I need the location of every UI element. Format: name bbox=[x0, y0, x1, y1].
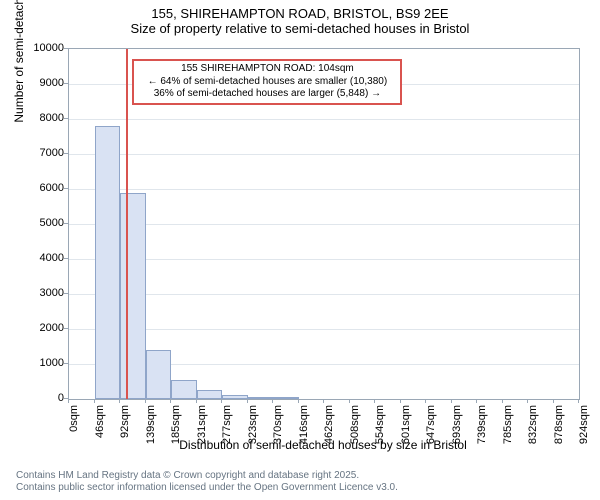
xtick-mark bbox=[170, 399, 171, 403]
gridline bbox=[69, 294, 579, 295]
ytick-label: 6000 bbox=[24, 182, 64, 194]
ytick-label: 8000 bbox=[24, 112, 64, 124]
xtick-mark bbox=[400, 399, 401, 403]
info-line-1: 155 SHIREHAMPTON ROAD: 104sqm bbox=[138, 63, 396, 76]
xtick-mark bbox=[119, 399, 120, 403]
xtick-mark bbox=[425, 399, 426, 403]
xtick-mark bbox=[527, 399, 528, 403]
xtick-mark bbox=[145, 399, 146, 403]
xtick-mark bbox=[476, 399, 477, 403]
ytick-label: 1000 bbox=[24, 357, 64, 369]
bar bbox=[146, 350, 172, 399]
xtick-mark bbox=[349, 399, 350, 403]
gridline bbox=[69, 119, 579, 120]
xtick-mark bbox=[451, 399, 452, 403]
info-line-3: 36% of semi-detached houses are larger (… bbox=[138, 88, 396, 101]
ytick-label: 9000 bbox=[24, 77, 64, 89]
ytick-label: 0 bbox=[24, 392, 64, 404]
bar bbox=[273, 397, 299, 399]
chart-title: 155, SHIREHAMPTON ROAD, BRISTOL, BS9 2EE bbox=[0, 0, 600, 21]
gridline bbox=[69, 154, 579, 155]
xtick-mark bbox=[272, 399, 273, 403]
xtick-mark bbox=[247, 399, 248, 403]
xtick-mark bbox=[502, 399, 503, 403]
bar bbox=[197, 390, 223, 399]
xtick-mark bbox=[578, 399, 579, 403]
gridline bbox=[69, 259, 579, 260]
ytick-label: 3000 bbox=[24, 287, 64, 299]
ytick-label: 10000 bbox=[24, 42, 64, 54]
bar bbox=[248, 397, 274, 399]
chart-plot-area: 155 SHIREHAMPTON ROAD: 104sqm ← 64% of s… bbox=[68, 48, 580, 400]
bar bbox=[120, 193, 146, 400]
xtick-mark bbox=[68, 399, 69, 403]
xtick-mark bbox=[196, 399, 197, 403]
xtick-mark bbox=[298, 399, 299, 403]
chart-subtitle: Size of property relative to semi-detach… bbox=[0, 21, 600, 36]
xtick-mark bbox=[323, 399, 324, 403]
xtick-mark bbox=[553, 399, 554, 403]
xtick-mark bbox=[94, 399, 95, 403]
bar bbox=[171, 380, 197, 399]
xtick-mark bbox=[221, 399, 222, 403]
bar bbox=[222, 395, 248, 399]
ytick-label: 4000 bbox=[24, 252, 64, 264]
gridline bbox=[69, 329, 579, 330]
ytick-label: 7000 bbox=[24, 147, 64, 159]
ytick-label: 2000 bbox=[24, 322, 64, 334]
footer-line-2: Contains public sector information licen… bbox=[16, 482, 398, 494]
marker-line bbox=[126, 49, 128, 399]
footer: Contains HM Land Registry data © Crown c… bbox=[16, 470, 398, 494]
y-axis-label: Number of semi-detached properties bbox=[12, 0, 26, 123]
info-line-2: ← 64% of semi-detached houses are smalle… bbox=[138, 76, 396, 89]
x-axis-label: Distribution of semi-detached houses by … bbox=[68, 438, 578, 452]
gridline bbox=[69, 224, 579, 225]
bar bbox=[95, 126, 121, 399]
xtick-label: 924sqm bbox=[578, 405, 590, 445]
chart-container: 155, SHIREHAMPTON ROAD, BRISTOL, BS9 2EE… bbox=[0, 0, 600, 500]
footer-line-1: Contains HM Land Registry data © Crown c… bbox=[16, 470, 398, 482]
ytick-label: 5000 bbox=[24, 217, 64, 229]
info-box: 155 SHIREHAMPTON ROAD: 104sqm ← 64% of s… bbox=[132, 59, 402, 105]
xtick-mark bbox=[374, 399, 375, 403]
gridline bbox=[69, 189, 579, 190]
